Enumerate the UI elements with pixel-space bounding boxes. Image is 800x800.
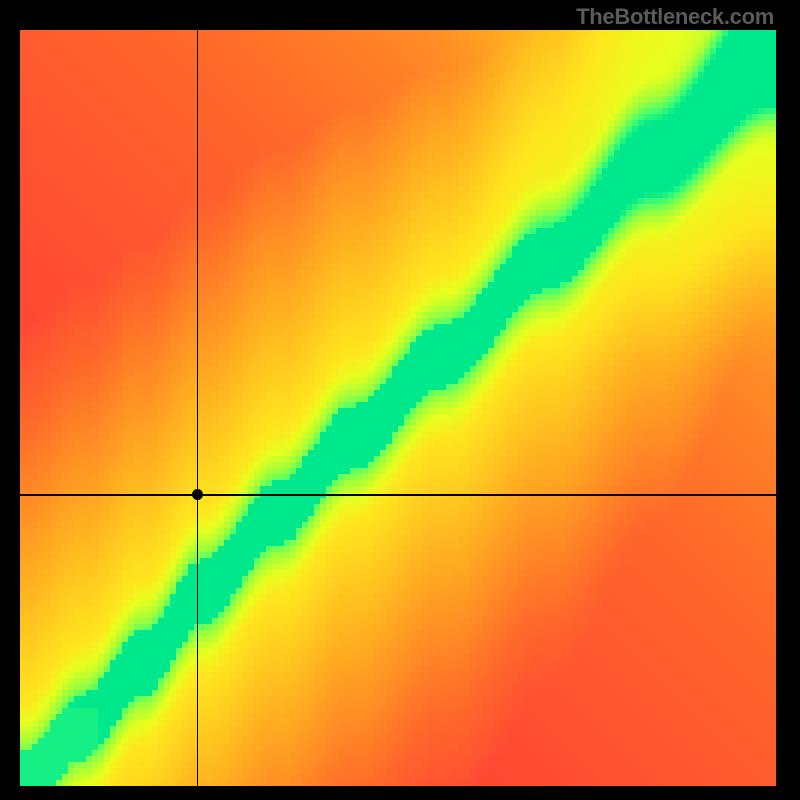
bottleneck-heatmap-plot: [20, 30, 776, 786]
watermark-text: TheBottleneck.com: [576, 4, 774, 30]
chart-root: TheBottleneck.com: [0, 0, 800, 800]
heatmap-canvas: [20, 30, 776, 786]
